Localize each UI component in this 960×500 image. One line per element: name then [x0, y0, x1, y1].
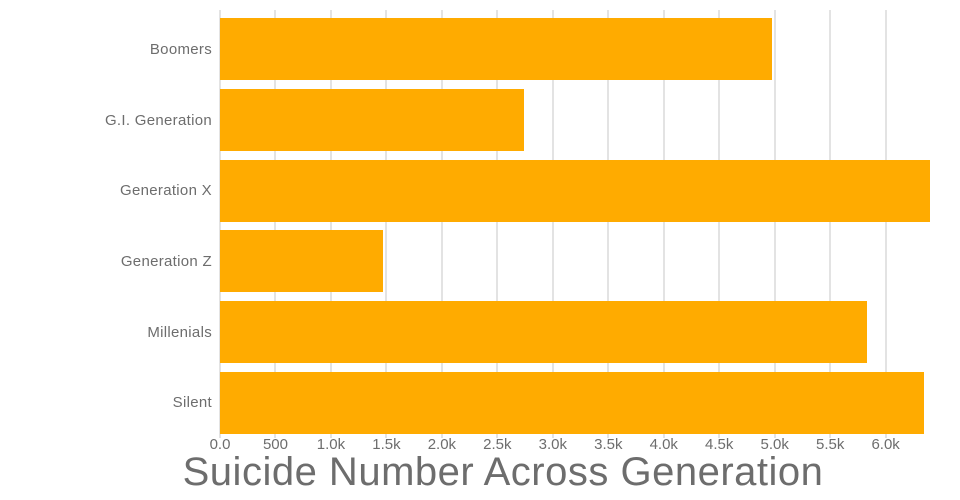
ylabel-row: Boomers — [0, 14, 212, 85]
category-label: Boomers — [149, 40, 212, 58]
gridline — [829, 10, 832, 438]
bar-g-i-generation[interactable] — [220, 89, 524, 151]
gridline — [274, 10, 277, 438]
ylabel-row: Generation X — [0, 155, 212, 226]
chart-title: Suicide Number Across Generation — [182, 450, 824, 494]
bar-generation-z[interactable] — [220, 230, 384, 293]
plot-area[interactable] — [219, 10, 930, 438]
gridline — [884, 10, 887, 438]
y-axis-category-labels: Boomers G.I. Generation Generation X Genera… — [0, 14, 212, 438]
bar-generation-x[interactable] — [220, 159, 930, 222]
bar-boomers[interactable] — [220, 18, 773, 81]
gridline — [607, 10, 610, 438]
category-label: Millenials — [147, 323, 212, 341]
x-tick-label: 2.5k — [483, 436, 512, 453]
gridline — [219, 10, 221, 438]
x-tick-label: 500 — [262, 436, 288, 453]
gridline — [385, 10, 388, 438]
x-tick-label: 1.5k — [372, 436, 401, 453]
bar-row — [220, 14, 930, 85]
x-axis-tick-labels: 0.0 500 1.0k 1.5k 2.0k 2.5k 3.0k 3.5k 4.0k 4.5k 5.… — [210, 436, 930, 454]
category-label: Silent — [172, 394, 212, 412]
x-tick-label: 3.0k — [538, 436, 567, 453]
bar-row — [220, 367, 930, 438]
ylabel-row: Generation Z — [0, 226, 212, 297]
x-tick-label: 5.0k — [760, 436, 789, 453]
bar-row — [220, 226, 930, 297]
x-tick-label: 3.5k — [594, 436, 623, 453]
ylabel-row: G.I. Generation — [0, 85, 212, 156]
gridline — [329, 10, 332, 438]
gridline — [662, 10, 665, 438]
bar-row — [220, 85, 930, 156]
gridline — [773, 10, 776, 438]
gridline — [551, 10, 554, 438]
x-tick-label: 2.0k — [427, 436, 457, 453]
bar-silent[interactable] — [220, 371, 925, 434]
category-label: Generation Z — [120, 252, 212, 270]
x-tick-label: 6.0k — [871, 436, 900, 453]
ylabel-row: Silent — [0, 367, 212, 438]
x-tick-label: 4.5k — [705, 436, 734, 453]
x-tick-label: 4.0k — [649, 436, 678, 453]
x-tick-label: 5.5k — [815, 436, 845, 453]
x-tick-label: 0.0 — [209, 436, 231, 453]
x-tick-label: 1.0k — [316, 436, 346, 453]
bar-row — [220, 155, 930, 226]
gridline — [496, 10, 499, 438]
bar-rows — [220, 14, 930, 438]
bar-row — [220, 297, 930, 368]
gridline — [440, 10, 443, 438]
ylabel-row: Millenials — [0, 297, 212, 368]
category-label: Generation X — [120, 182, 212, 200]
category-label: G.I. Generation — [104, 111, 212, 129]
bar-millenials[interactable] — [220, 301, 867, 364]
gridline — [718, 10, 721, 438]
